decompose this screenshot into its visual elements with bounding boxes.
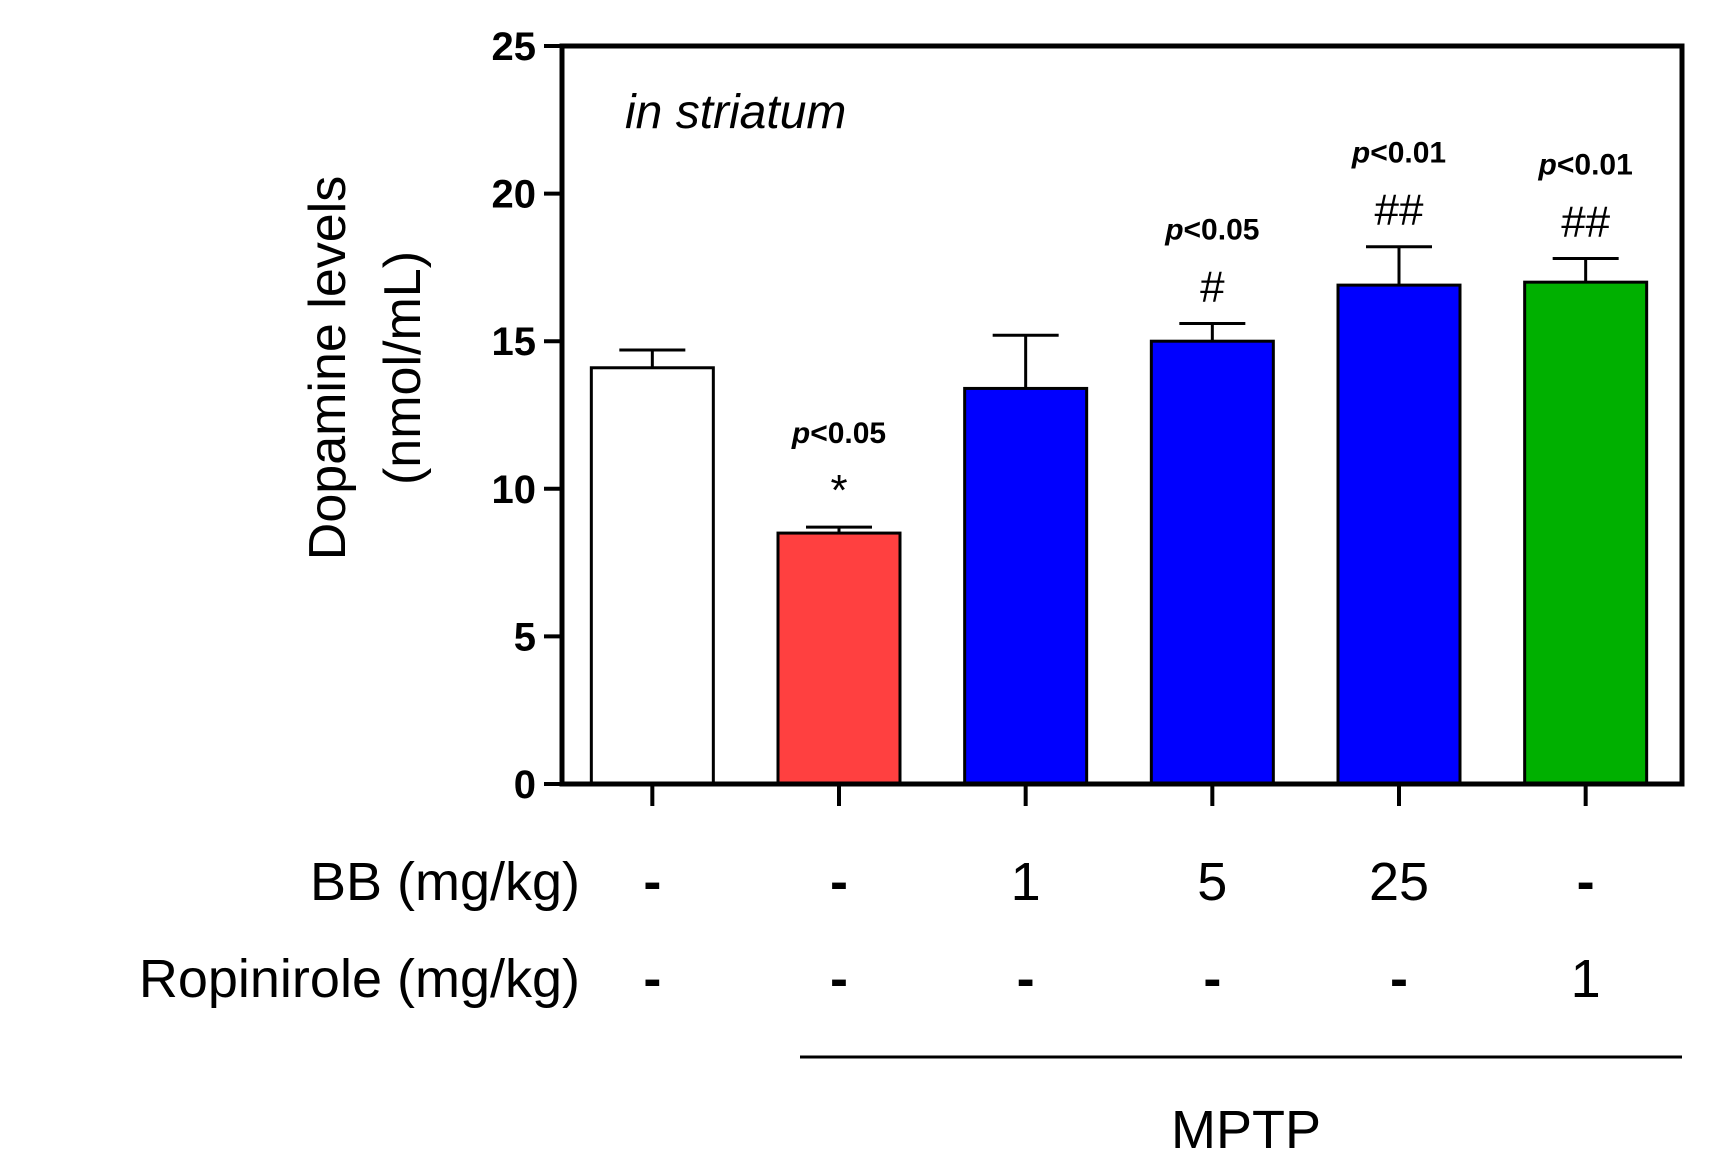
treatment-cell: - (1203, 949, 1221, 1009)
y-axis-title-line2: (nmol/mL) (374, 251, 432, 485)
treatment-cell: 1 (1011, 852, 1041, 912)
y-ticks: 0 5 10 15 20 25 (492, 25, 562, 807)
treatment-cell: - (1390, 949, 1408, 1009)
significance-p-value: p<0.01 (1538, 149, 1633, 182)
treatment-row-label: BB (mg/kg) (310, 852, 580, 912)
significance-p-value: p<0.01 (1351, 137, 1446, 170)
treatment-cell: 1 (1571, 949, 1601, 1009)
treatment-cell: - (1577, 852, 1595, 912)
y-tick-label: 0 (514, 763, 536, 807)
region-annotation: in striatum (625, 86, 846, 139)
plot-border (559, 43, 1685, 787)
significance-labels: p<0.05 * p<0.05 # p<0.01 ## p<0.01 ## (791, 137, 1633, 515)
treatment-cell: - (643, 949, 661, 1009)
significance-marker: ## (1561, 198, 1610, 247)
significance-p-value: p<0.05 (1164, 213, 1259, 246)
y-tick-label: 5 (514, 615, 536, 659)
treatment-cell: 25 (1369, 852, 1429, 912)
bar (589, 366, 715, 786)
y-tick-label: 10 (492, 468, 537, 512)
treatment-cell: 5 (1197, 852, 1227, 912)
significance-marker: # (1200, 262, 1225, 311)
plot-frame (559, 43, 1685, 787)
treatment-row-label: Ropinirole (mg/kg) (139, 949, 580, 1009)
y-axis-title-line1: Dopamine levels (299, 176, 357, 560)
y-tick-label: 15 (492, 320, 537, 364)
treatment-cell: - (830, 949, 848, 1009)
significance-marker: ## (1375, 186, 1424, 235)
bar (1149, 339, 1275, 786)
bar (1336, 283, 1462, 786)
bars (589, 280, 1649, 786)
y-axis-title: Dopamine levels (nmol/mL) (299, 176, 432, 560)
treatment-cell: - (830, 852, 848, 912)
x-ticks (650, 784, 1588, 806)
error-bars (619, 245, 1619, 534)
y-tick-label: 20 (492, 173, 537, 217)
significance-p-value: p<0.05 (791, 417, 886, 450)
treatment-cell: - (643, 852, 661, 912)
treatment-cell: - (1017, 949, 1035, 1009)
y-tick-label: 25 (492, 25, 537, 69)
bar (776, 531, 902, 786)
bar (1523, 280, 1649, 786)
mptp-group-label: MPTP (1171, 1100, 1321, 1160)
bar (963, 386, 1089, 786)
treatment-table: BB (mg/kg) - - 1 5 25 - Ropinirole (mg/kg) - - - - -… (139, 852, 1601, 1009)
significance-marker: * (830, 466, 847, 515)
